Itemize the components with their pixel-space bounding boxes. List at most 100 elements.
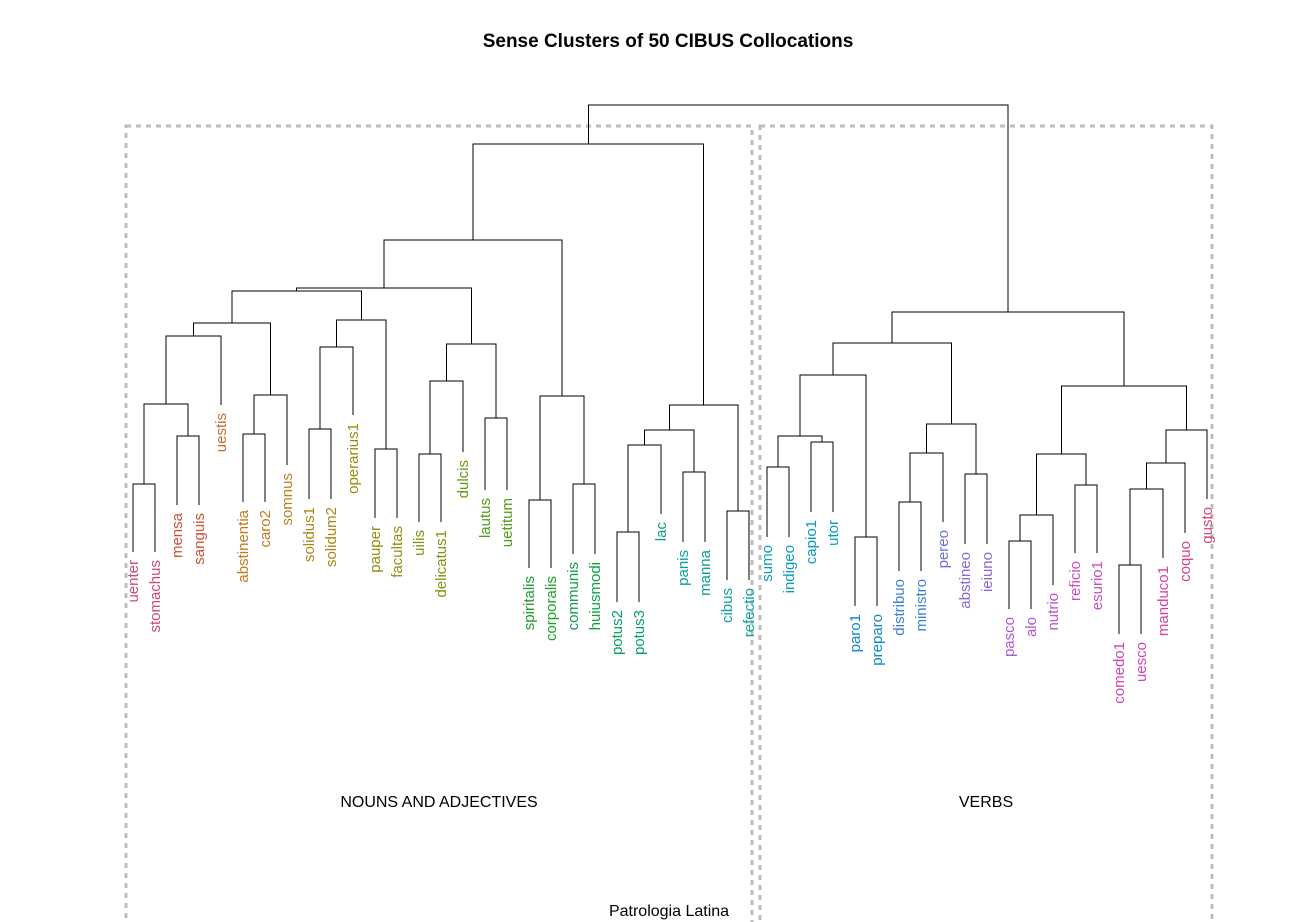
leaf-label: lac: [653, 522, 670, 542]
leaf-label: communis: [565, 562, 582, 630]
leaf-label: somnus: [279, 473, 296, 526]
leaf-label: uetitum: [499, 498, 516, 547]
dendrogram-branch: [668, 404, 739, 511]
leaf-label: cibus: [719, 588, 736, 623]
leaf-label: alo: [1023, 617, 1040, 637]
leaf-label: delicatus1: [433, 530, 450, 598]
dendrogram-branch: [374, 448, 398, 518]
dendrogram-branch: [165, 335, 222, 405]
dendrogram-branch: [1008, 540, 1032, 609]
leaf-label: potus2: [609, 610, 626, 655]
dendrogram-branch: [193, 322, 271, 395]
leaf-label: pauper: [367, 526, 384, 573]
dendrogram-branch: [898, 501, 922, 571]
leaf-label: panis: [675, 550, 692, 586]
dendrogram-branch: [242, 433, 266, 502]
cluster-box-verbs: [758, 124, 1214, 922]
dendrogram-branch: [926, 423, 977, 474]
dendrogram-branch: [1074, 484, 1098, 553]
cluster-box-nouns: [124, 124, 754, 922]
dendrogram-branch: [1019, 514, 1054, 585]
leaf-label: potus3: [631, 610, 648, 655]
leaf-label: uilis: [411, 530, 428, 556]
leaf-label: utor: [825, 520, 842, 546]
dendrogram-branch: [429, 380, 464, 454]
dendrogram-branch: [176, 435, 200, 505]
dendrogram-branch: [964, 473, 988, 544]
leaf-label: dulcis: [455, 460, 472, 498]
leaf-label: ministro: [913, 579, 930, 632]
dendrogram-branch: [1165, 429, 1208, 499]
leaf-label: caro2: [257, 510, 274, 548]
dendrogram-branch: [644, 429, 695, 472]
dendrogram-branch: [319, 346, 354, 429]
leaf-label: uestis: [213, 413, 230, 452]
leaf-label: pasco: [1001, 617, 1018, 657]
dendrogram-branch: [308, 428, 332, 499]
leaf-label: distribuo: [891, 579, 908, 636]
leaf-label: huiusmodi: [587, 562, 604, 630]
leaf-label: abstinentia: [235, 509, 252, 582]
leaf-label: solidus1: [301, 507, 318, 562]
dendrogram-branch: [1146, 462, 1186, 533]
dendrogram-branch: [253, 394, 288, 465]
leaf-label: mensa: [169, 512, 186, 558]
dendrogram-branch: [383, 239, 563, 396]
dendrogram-branch: [766, 466, 790, 537]
leaf-label: uenter: [125, 560, 142, 603]
leaf-label: facultas: [389, 526, 406, 578]
dendrogram-branch: [616, 531, 640, 602]
dendrogram-branch: [572, 483, 596, 554]
dendrogram-branch: [909, 452, 944, 522]
dendrogram-branch: [231, 290, 362, 323]
dendrogram-branch: [484, 417, 508, 490]
leaf-label: sanguis: [191, 513, 208, 565]
leaf-label: indigeo: [781, 545, 798, 593]
dendrogram-branch: [587, 104, 1009, 312]
dendrogram-branch: [1060, 385, 1187, 454]
leaf-label: manna: [697, 549, 714, 596]
leaf-label: preparo: [869, 614, 886, 666]
dendrogram-branch: [832, 342, 952, 424]
leaf-label: gusto: [1199, 507, 1216, 544]
dendrogram-branch: [810, 441, 834, 512]
leaf-label: solidum2: [323, 507, 340, 567]
group-label-verbs: VERBS: [959, 794, 1013, 811]
leaf-label: operarius1: [345, 423, 362, 494]
dendrogram-branch: [143, 403, 189, 484]
dendrogram-branch: [726, 510, 750, 580]
leaf-label: refectio: [741, 588, 758, 637]
leaf-label: nutrio: [1045, 593, 1062, 631]
leaf-label: sumo: [759, 545, 776, 582]
leaf-label: paro1: [847, 614, 864, 652]
caption-corpus: Patrologia Latina: [609, 903, 729, 920]
leaf-label: corporalis: [543, 576, 560, 641]
leaf-label: pereo: [935, 530, 952, 568]
dendrogram-branch: [1118, 564, 1142, 634]
dendrogram-branch: [418, 453, 442, 522]
dendrogram-branch: [132, 483, 156, 552]
leaf-label: capio1: [803, 520, 820, 564]
leaf-label: ieiuno: [979, 552, 996, 592]
chart-title: Sense Clusters of 50 CIBUS Collocations: [483, 31, 854, 52]
leaf-label: comedo1: [1111, 642, 1128, 704]
leaf-label: esurio1: [1089, 561, 1106, 610]
leaf-label: reficio: [1067, 561, 1084, 601]
dendrogram-branch: [891, 311, 1125, 386]
dendrogram-branch: [854, 536, 878, 606]
dendrogram-branch: [1129, 488, 1164, 565]
dendrogram-branch: [296, 287, 472, 344]
dendrogram-branch: [528, 499, 552, 568]
leaf-label: stomachus: [147, 560, 164, 633]
leaf-label: coquo: [1177, 541, 1194, 582]
dendrogram-branch: [627, 444, 662, 532]
leaf-label: lautus: [477, 498, 494, 538]
leaf-labels: uenter stomachus mensa sanguis uestis abstine…: [125, 413, 1216, 704]
dendrogram-branch: [682, 471, 706, 542]
group-label-nouns-adjectives: NOUNS AND ADJECTIVES: [340, 794, 537, 811]
leaf-label: manduco1: [1155, 566, 1172, 636]
leaf-label: uesco: [1133, 642, 1150, 682]
leaf-label: spiritalis: [521, 576, 538, 630]
dendrogram-branch: [777, 435, 823, 467]
